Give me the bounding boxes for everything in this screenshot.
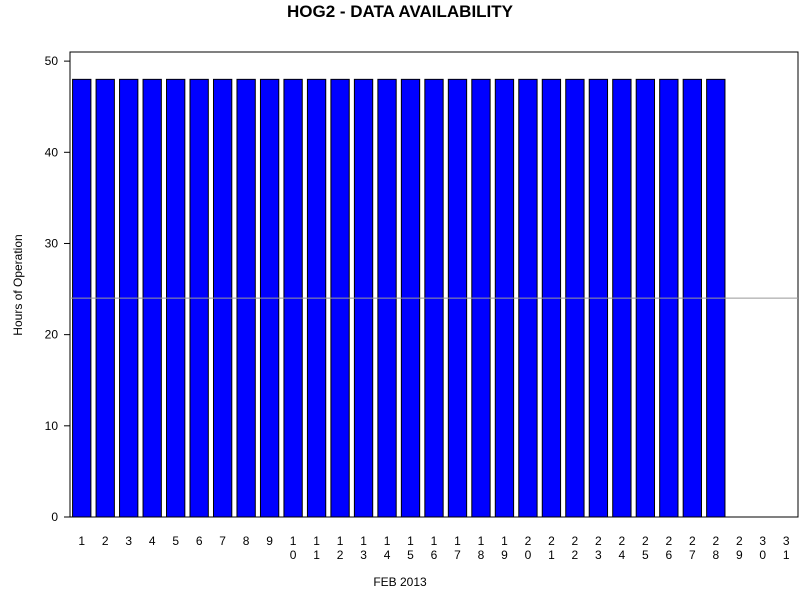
y-tick-label: 40 (45, 145, 59, 159)
x-tick-label: 7 (219, 534, 226, 548)
y-tick-label: 20 (45, 328, 59, 342)
x-tick-label: 8 (243, 534, 250, 548)
x-tick-label: 9 (266, 534, 273, 548)
y-tick-label: 50 (45, 54, 59, 68)
x-axis-label: FEB 2013 (373, 575, 427, 589)
x-tick-label: 5 (172, 534, 179, 548)
y-tick-label: 30 (45, 236, 59, 250)
y-tick-label: 10 (45, 419, 59, 433)
x-tick-label: 3 (125, 534, 132, 548)
y-axis-label: Hours of Operation (11, 234, 25, 335)
x-tick-label: 4 (149, 534, 156, 548)
x-tick-label: 6 (196, 534, 203, 548)
x-tick-label: 1 (78, 534, 85, 548)
x-tick-label: 2 (102, 534, 109, 548)
chart-title: HOG2 - DATA AVAILABILITY (287, 2, 514, 21)
y-tick-label: 0 (51, 510, 58, 524)
